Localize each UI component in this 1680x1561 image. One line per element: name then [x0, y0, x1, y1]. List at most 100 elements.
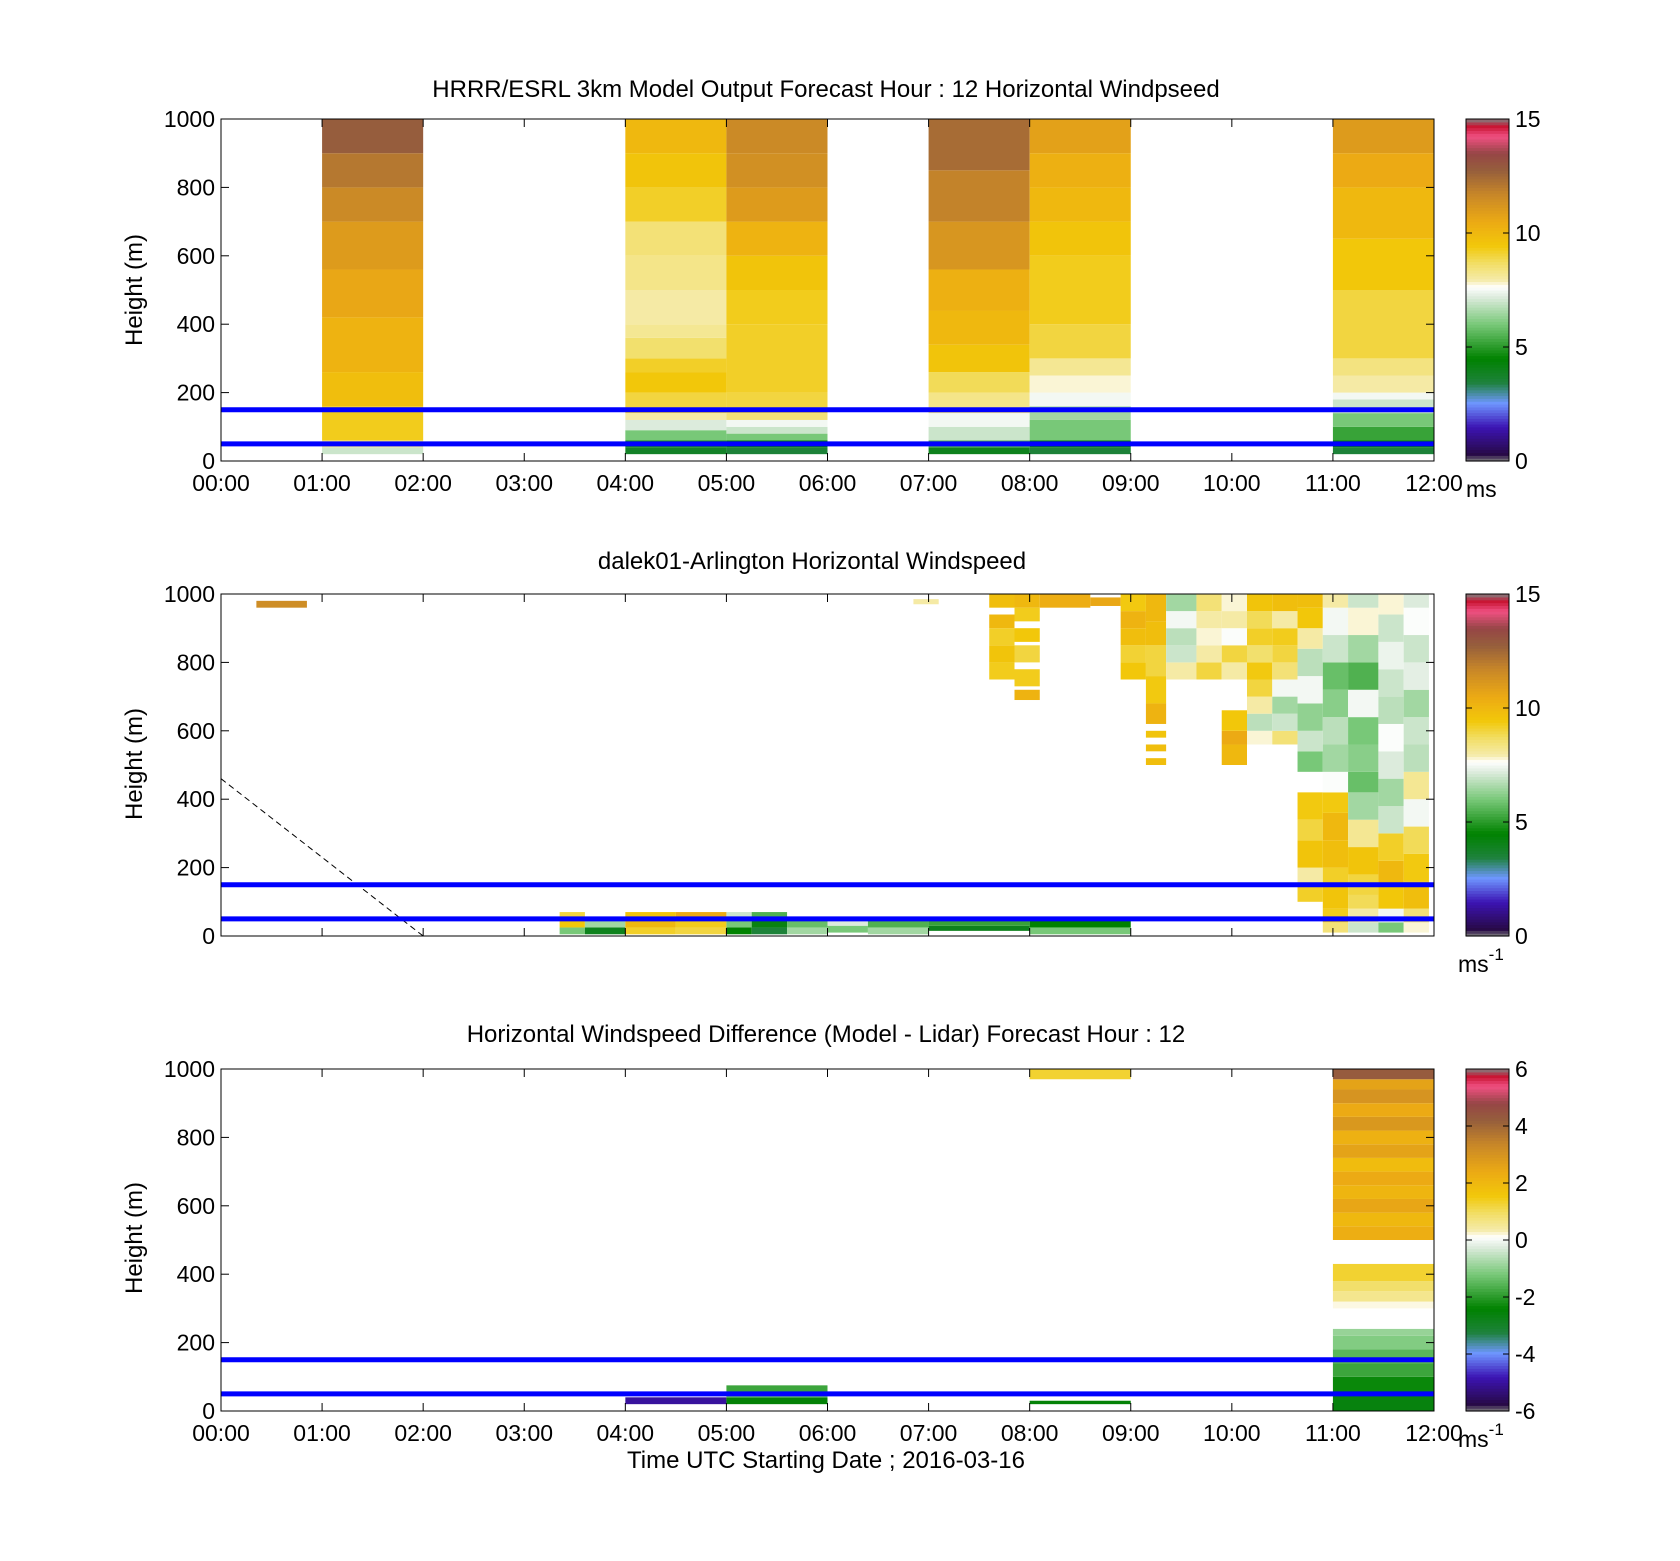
colorbar-segment	[1466, 1111, 1509, 1116]
colorbar-segment	[1466, 127, 1509, 131]
colorbar-segment	[1466, 161, 1509, 166]
heat-cell	[625, 419, 727, 431]
colorbar-segment	[1466, 896, 1509, 900]
heat-cell	[1029, 375, 1131, 393]
colorbar-segment	[1466, 392, 1509, 397]
heat-cell	[1120, 645, 1146, 663]
colorbar-segment	[1466, 1180, 1509, 1184]
heat-cell	[1348, 792, 1379, 820]
heat-cell	[1322, 867, 1349, 885]
colorbar-segment	[1466, 329, 1509, 334]
colorbar-segment	[1466, 1311, 1509, 1315]
heat-cell	[928, 269, 1030, 311]
heat-cell	[913, 599, 939, 605]
heat-cell	[1332, 119, 1434, 154]
x-tick-label: 10:00	[1203, 470, 1261, 496]
heat-cell	[1297, 648, 1323, 677]
heat-cell	[1120, 662, 1146, 680]
heat-cell	[1297, 628, 1323, 649]
colorbar-segment	[1466, 1225, 1509, 1230]
y-tick-label: 400	[177, 311, 215, 337]
heat-cell	[1196, 645, 1222, 663]
model-output-panel: HRRR/ESRL 3km Model Output Forecast Hour…	[121, 76, 1541, 502]
colorbar-segment	[1466, 807, 1509, 812]
heat-cell	[1120, 611, 1146, 629]
heat-cell	[1221, 662, 1247, 680]
y-axis-label: Height (m)	[121, 234, 148, 346]
colorbar-segment	[1466, 776, 1509, 780]
colorbar-segment	[1466, 1208, 1509, 1213]
colorbar-segment	[1466, 1134, 1509, 1138]
heat-cell	[1221, 628, 1247, 646]
heat-cell	[625, 119, 727, 154]
heat-cell	[1403, 689, 1429, 718]
colorbar-segment	[1466, 1339, 1509, 1344]
heat-cell	[322, 317, 424, 373]
colorbar-segment	[1466, 170, 1509, 174]
heat-cell	[1322, 744, 1349, 772]
heat-cell	[1332, 1281, 1434, 1292]
colorbar-segment	[1466, 290, 1509, 294]
colorbar-segment	[1466, 690, 1509, 695]
heat-cell	[1322, 792, 1349, 813]
colorbar-segment	[1466, 347, 1509, 351]
colorbar-segment	[1466, 315, 1509, 320]
colorbar-segment	[1466, 1231, 1509, 1235]
colorbar-tick-label: 0	[1515, 1227, 1528, 1253]
colorbar-segment	[1466, 398, 1509, 402]
colorbar-segment	[1466, 1365, 1509, 1369]
colorbar-segment	[1466, 596, 1509, 601]
colorbar-segment	[1466, 1325, 1509, 1329]
colorbar-segment	[1466, 449, 1509, 454]
heat-cell	[1332, 1226, 1434, 1240]
colorbar-segment	[1466, 1074, 1509, 1079]
x-tick-label: 12:00	[1405, 1420, 1463, 1446]
heat-cell	[1378, 922, 1404, 933]
colorbar-segment	[1466, 841, 1509, 846]
colorbar-segment	[1466, 1151, 1509, 1156]
colorbar-segment	[1466, 662, 1509, 666]
heat-cell	[1297, 703, 1323, 731]
heat-cell	[1221, 594, 1247, 612]
colorbar-segment	[1466, 887, 1509, 891]
colorbar-segment	[1466, 1277, 1509, 1281]
heat-cell	[1378, 696, 1404, 724]
colorbar-segment	[1466, 633, 1509, 638]
heat-cell	[1378, 669, 1404, 697]
heat-cell	[1403, 922, 1429, 933]
heat-cell	[1272, 662, 1298, 680]
colorbar-segment	[1466, 753, 1509, 758]
colorbar-segment	[1466, 366, 1509, 371]
colorbar-segment	[1466, 1185, 1509, 1190]
heat-cell	[1166, 594, 1197, 612]
colorbar-segment	[1466, 304, 1509, 308]
panel-title: Horizontal Windspeed Difference (Model -…	[467, 1021, 1186, 1048]
heat-cell	[1196, 611, 1222, 629]
heat-cell	[726, 433, 828, 441]
colorbar-segment	[1466, 799, 1509, 803]
colorbar-segment	[1466, 893, 1509, 897]
colorbar-tick-label: -4	[1515, 1341, 1536, 1367]
heat-cell	[625, 153, 727, 188]
x-tick-label: 11:00	[1305, 1420, 1361, 1446]
colorbar-segment	[1466, 349, 1509, 354]
colorbar-segment	[1466, 1402, 1509, 1406]
colorbar: 0 5 10 15 ms	[1465, 106, 1541, 502]
colorbar-segment	[1466, 181, 1509, 186]
x-tick-label: 03:00	[495, 1420, 553, 1446]
x-tick-label: 06:00	[799, 1420, 857, 1446]
heat-cell	[1348, 847, 1379, 875]
colorbar-segment	[1466, 1399, 1509, 1404]
heat-cell	[1332, 358, 1434, 376]
colorbar-segment	[1466, 1165, 1509, 1170]
colorbar-segment	[1466, 247, 1509, 251]
colorbar-segment	[1466, 1322, 1509, 1327]
colorbar-segment	[1466, 839, 1509, 843]
colorbar-tick-label: 4	[1515, 1113, 1528, 1139]
y-tick-label: 0	[202, 923, 215, 949]
colorbar-segment	[1466, 406, 1509, 411]
x-tick-label: 06:00	[799, 470, 857, 496]
heat-cell	[1348, 635, 1379, 663]
heat-cell	[675, 927, 727, 935]
